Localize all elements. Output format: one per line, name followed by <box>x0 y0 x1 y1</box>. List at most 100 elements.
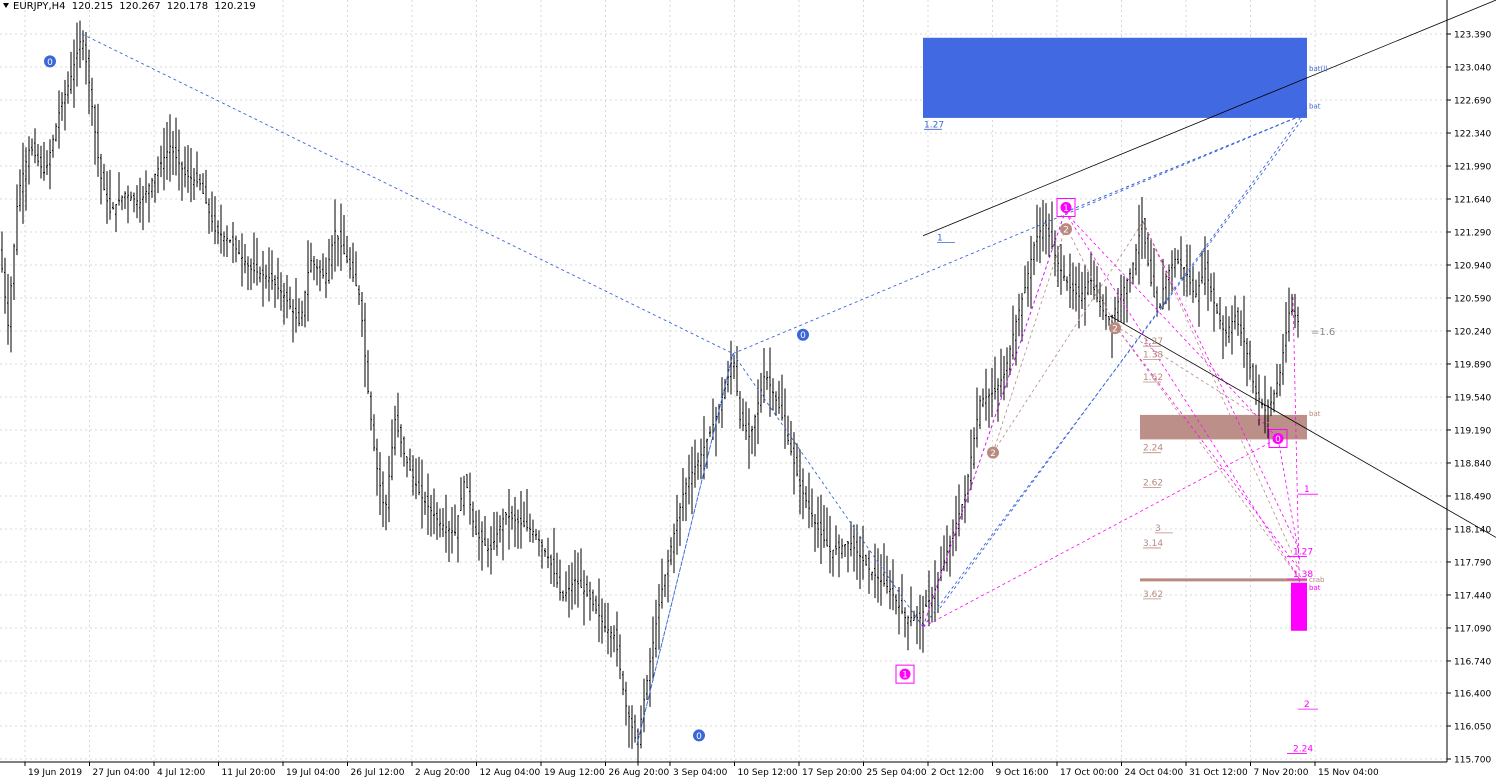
zone-label-crab: crab <box>1309 576 1325 584</box>
pattern-point-label: 2 <box>1063 226 1069 236</box>
pattern-point-box[interactable] <box>895 664 915 684</box>
pattern-point-label: 0 <box>800 331 806 341</box>
pattern-point-marker[interactable] <box>1272 432 1284 444</box>
pattern-point-marker[interactable] <box>899 668 911 680</box>
fib-label-brown: 1.62 <box>1143 373 1163 383</box>
current-price-label: =1.6 <box>1311 327 1335 338</box>
price-tick-label: 121.640 <box>1454 195 1491 205</box>
pattern-line-blue[interactable] <box>636 353 734 745</box>
price-tick-label: 116.400 <box>1454 690 1491 700</box>
pattern-line-brown[interactable] <box>992 226 1067 453</box>
pattern-point-marker[interactable] <box>693 729 705 742</box>
price-tick-label: 118.840 <box>1454 459 1491 469</box>
chart-header: EURJPY,H4 120.215 120.267 120.178 120.21… <box>0 1 259 12</box>
symbol-label: EURJPY,H4 <box>13 1 66 12</box>
dropdown-arrow-icon[interactable] <box>3 3 9 8</box>
zone-label-bat-l: bat(l) <box>1309 65 1328 73</box>
time-tick-label: 3 Sep 04:00 <box>673 768 728 777</box>
time-tick-label: 19 Jun 2019 <box>28 768 82 777</box>
price-tick-label: 117.440 <box>1454 591 1491 601</box>
fib-label-blue: 1.27 <box>924 120 944 130</box>
time-tick-label: 11 Jul 20:00 <box>222 768 276 777</box>
pattern-point-label: 2 <box>1112 325 1118 335</box>
time-tick-label: 12 Aug 04:00 <box>480 768 541 777</box>
pattern-line-brown[interactable] <box>1065 226 1116 326</box>
price-tick-label: 116.740 <box>1454 657 1491 667</box>
fib-label-magenta: 2 <box>1304 700 1310 710</box>
fib-label-brown: 1.27 <box>1143 337 1163 347</box>
pattern-line-magenta[interactable] <box>1142 221 1301 552</box>
time-tick-label: 10 Sep 12:00 <box>738 768 798 777</box>
price-tick-label: 123.390 <box>1454 31 1491 41</box>
price-tick-label: 119.190 <box>1454 426 1491 436</box>
time-tick-label: 19 Aug 12:00 <box>544 768 605 777</box>
pattern-point-marker[interactable] <box>44 55 56 68</box>
time-tick-label: 7 Nov 20:00 <box>1254 768 1309 777</box>
fib-label-brown: 3 <box>1155 524 1161 534</box>
pattern-line-brown[interactable] <box>1114 324 1279 430</box>
close-value: 120.219 <box>214 1 256 12</box>
time-tick-label: 2 Oct 12:00 <box>931 768 984 777</box>
pattern-point-box[interactable] <box>1268 428 1288 448</box>
time-tick-label: 24 Oct 04:00 <box>1125 768 1184 777</box>
time-tick-label: 17 Oct 00:00 <box>1060 768 1119 777</box>
pattern-point-label: 2 <box>990 449 996 459</box>
trendline-lower[interactable] <box>1109 315 1496 538</box>
pattern-point-label: 1 <box>1063 204 1069 214</box>
pattern-line-blue[interactable] <box>1064 112 1308 213</box>
pattern-point-marker[interactable] <box>1109 322 1121 335</box>
time-tick-label: 25 Sep 04:00 <box>867 768 927 777</box>
pattern-line-blue[interactable] <box>939 108 1308 609</box>
zone-label-bat-brown: bat <box>1309 410 1321 418</box>
fib-label-brown: 3.14 <box>1143 539 1163 549</box>
fib-label-blue: 1 <box>937 233 943 243</box>
price-tick-label: 119.540 <box>1454 393 1491 403</box>
fib-label-magenta: 1 <box>1304 485 1310 495</box>
fib-label-brown: 2.24 <box>1143 444 1163 454</box>
price-tick-label: 118.490 <box>1454 492 1491 502</box>
time-tick-label: 27 Jun 04:00 <box>93 768 150 777</box>
trendline-upper[interactable] <box>922 0 1496 237</box>
bat-zone-magenta[interactable] <box>1291 582 1307 631</box>
time-tick-label: 26 Jul 12:00 <box>351 768 405 777</box>
pattern-line-blue[interactable] <box>636 353 734 745</box>
price-tick-label: 116.050 <box>1454 723 1491 733</box>
time-tick-label: 17 Sep 20:00 <box>802 768 862 777</box>
time-tick-label: 4 Jul 12:00 <box>157 768 206 777</box>
open-value: 120.215 <box>71 1 114 12</box>
pattern-line-blue[interactable] <box>732 112 1308 355</box>
pattern-point-marker[interactable] <box>797 328 809 341</box>
price-tick-label: 122.690 <box>1454 96 1491 106</box>
high-value: 120.267 <box>119 1 161 12</box>
pattern-line-magenta[interactable] <box>922 212 1066 628</box>
pattern-point-label: 0 <box>696 732 702 742</box>
pattern-point-marker[interactable] <box>1060 201 1072 213</box>
pattern-point-marker[interactable] <box>987 446 999 459</box>
time-tick-label: 19 Jul 04:00 <box>286 768 340 777</box>
bat-zone-blue[interactable] <box>923 37 1307 118</box>
price-tick-label: 120.940 <box>1454 261 1491 271</box>
price-tick-label: 121.990 <box>1454 162 1491 172</box>
pattern-line-brown[interactable] <box>1142 221 1301 571</box>
pattern-point-box[interactable] <box>1056 197 1076 217</box>
pattern-line-magenta[interactable] <box>1277 438 1301 562</box>
pattern-line-blue[interactable] <box>732 353 924 628</box>
price-tick-label: 123.040 <box>1454 63 1491 73</box>
price-tick-label: 120.590 <box>1454 294 1491 304</box>
pattern-line-magenta[interactable] <box>1064 211 1279 439</box>
pattern-line-magenta[interactable] <box>1064 211 1301 581</box>
pattern-line-blue[interactable] <box>81 33 734 355</box>
pattern-point-label: 0 <box>47 58 53 68</box>
pattern-line-brown[interactable] <box>1114 325 1301 581</box>
pattern-line-magenta[interactable] <box>922 438 1279 628</box>
fib-label-magenta: 2.24 <box>1293 744 1313 754</box>
fib-label-magenta: 1.27 <box>1293 547 1313 557</box>
time-tick-label: 26 Aug 20:00 <box>609 768 670 777</box>
price-tick-label: 121.290 <box>1454 228 1491 238</box>
fib-label-brown: 1.38 <box>1143 350 1163 360</box>
time-tick-label: 31 Oct 12:00 <box>1189 768 1248 777</box>
pattern-line-brown[interactable] <box>992 221 1144 453</box>
pattern-point-marker[interactable] <box>1060 223 1072 236</box>
